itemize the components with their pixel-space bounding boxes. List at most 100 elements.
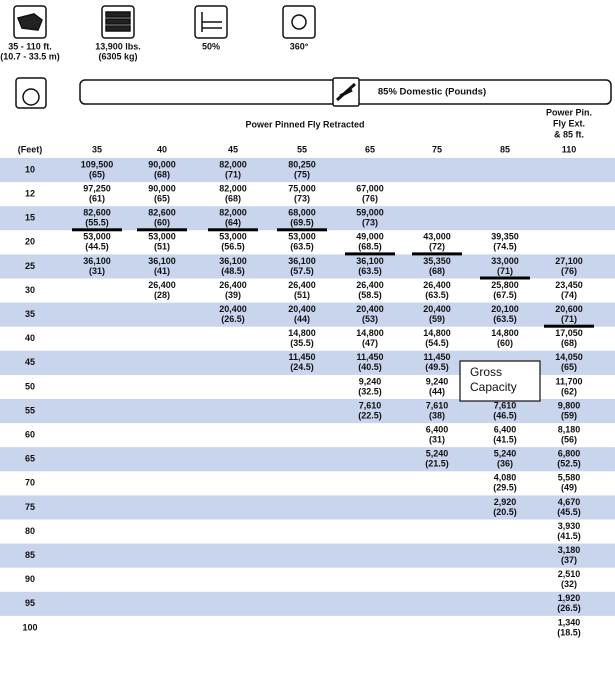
radius-label: 75 xyxy=(25,502,35,512)
capacity-cell: 80,250 xyxy=(288,159,316,169)
capacity-cell: 26,400 xyxy=(148,280,176,290)
capacity-cell: (52.5) xyxy=(557,459,581,469)
capacity-cell: (75) xyxy=(294,169,310,179)
capacity-cell: (24.5) xyxy=(290,362,314,372)
radius-label: 60 xyxy=(25,430,35,440)
capacity-cell: (22.5) xyxy=(358,410,382,420)
capacity-cell: (28) xyxy=(154,290,170,300)
radius-label: 35 xyxy=(25,309,35,319)
capacity-cell: 67,000 xyxy=(356,183,384,193)
capacity-cell: 97,250 xyxy=(83,183,111,193)
group-header: Power Pinned Fly Retracted xyxy=(245,119,364,129)
capacity-cell: (48.5) xyxy=(221,266,245,276)
icon-counterweight xyxy=(101,5,135,39)
icon-shape xyxy=(105,18,131,25)
capacity-cell: (59) xyxy=(429,314,445,324)
radius-label: 20 xyxy=(25,237,35,247)
capacity-cell: (44.5) xyxy=(85,242,109,252)
capacity-cell: 2,510 xyxy=(558,569,581,579)
icon-shape xyxy=(201,12,222,32)
radius-label: 65 xyxy=(25,454,35,464)
capacity-cell: (26.5) xyxy=(557,603,581,613)
capacity-cell: 23,450 xyxy=(555,280,583,290)
capacity-cell: 26,400 xyxy=(219,280,247,290)
radius-label: 45 xyxy=(25,357,35,367)
spec-label: (6305 kg) xyxy=(98,51,137,61)
capacity-cell: (53) xyxy=(362,314,378,324)
capacity-cell: 11,450 xyxy=(423,352,450,362)
capacity-cell: (76) xyxy=(362,193,378,203)
capacity-cell: (41.5) xyxy=(557,531,581,541)
capacity-cell: 14,800 xyxy=(491,328,519,338)
radius-label: 95 xyxy=(25,598,35,608)
row-stripe xyxy=(0,447,615,472)
spec-label: 35 - 110 ft. xyxy=(8,41,52,51)
limit-bar xyxy=(137,228,187,232)
capacity-cell: (51) xyxy=(294,290,310,300)
limit-bar xyxy=(277,228,327,232)
capacity-cell: (65) xyxy=(561,362,577,372)
limit-bar xyxy=(544,324,594,328)
capacity-cell: (60) xyxy=(497,338,513,348)
row-stripe xyxy=(0,399,615,424)
capacity-cell: (60) xyxy=(154,218,170,228)
capacity-cell: (46.5) xyxy=(493,410,517,420)
capacity-cell: 75,000 xyxy=(288,183,316,193)
capacity-cell: 26,400 xyxy=(288,280,316,290)
capacity-cell: (61) xyxy=(89,193,105,203)
ext-header: & 85 ft. xyxy=(554,129,584,139)
radius-label: 25 xyxy=(25,261,35,271)
capacity-cell: 1,340 xyxy=(558,617,581,627)
radius-label: 55 xyxy=(25,405,35,415)
capacity-cell: 20,400 xyxy=(219,304,247,314)
callout-box xyxy=(459,360,541,402)
capacity-cell: 7,610 xyxy=(426,400,449,410)
capacity-cell: 20,400 xyxy=(423,304,451,314)
row-stripe xyxy=(0,254,615,279)
icon-shape xyxy=(105,11,131,18)
icon-shape xyxy=(16,13,43,31)
capacity-cell: 11,700 xyxy=(555,376,582,386)
column-header: 75 xyxy=(432,144,442,154)
capacity-cell: (74.5) xyxy=(493,242,517,252)
capacity-cell: 49,000 xyxy=(356,232,384,242)
capacity-cell: (39) xyxy=(225,290,241,300)
radius-label: 15 xyxy=(25,213,35,223)
capacity-cell: 20,100 xyxy=(491,304,519,314)
capacity-cell: (74) xyxy=(561,290,577,300)
row-stripe xyxy=(0,158,615,183)
capacity-cell: 11,450 xyxy=(288,352,315,362)
capacity-cell: (76) xyxy=(561,266,577,276)
capacity-cell: 20,600 xyxy=(555,304,583,314)
ext-header: Power Pin. xyxy=(546,107,592,117)
capacity-cell: 27,100 xyxy=(555,256,583,266)
capacity-cell: 109,500 xyxy=(81,159,114,169)
capacity-cell: 82,600 xyxy=(148,208,176,218)
capacity-cell: (18.5) xyxy=(557,627,581,637)
capacity-cell: (51) xyxy=(154,242,170,252)
capacity-cell: 26,400 xyxy=(423,280,451,290)
radius-label: 70 xyxy=(25,478,35,488)
capacity-cell: (21.5) xyxy=(425,459,449,469)
capacity-cell: (36) xyxy=(497,459,513,469)
spec-icons xyxy=(13,5,612,109)
icon-outrigger xyxy=(194,5,228,39)
capacity-cell: 8,180 xyxy=(558,424,581,434)
row-stripe xyxy=(0,543,615,568)
capacity-cell: 3,180 xyxy=(558,545,581,555)
capacity-cell: (63.5) xyxy=(493,314,517,324)
capacity-cell: (69.5) xyxy=(290,218,314,228)
capacity-cell: 36,100 xyxy=(356,256,384,266)
column-header: 40 xyxy=(157,144,167,154)
column-header: 35 xyxy=(92,144,102,154)
limit-bar xyxy=(480,276,530,280)
capacity-cell: 9,240 xyxy=(359,376,382,386)
capacity-cell: (68) xyxy=(154,169,170,179)
capacity-cell: 1,920 xyxy=(558,593,581,603)
capacity-cell: 68,000 xyxy=(288,208,316,218)
icon-rotation xyxy=(282,5,316,39)
capacity-cell: (58.5) xyxy=(358,290,382,300)
capacity-cell: (44) xyxy=(429,386,445,396)
radius-label: 30 xyxy=(25,285,35,295)
capacity-cell: 3,930 xyxy=(558,521,581,531)
